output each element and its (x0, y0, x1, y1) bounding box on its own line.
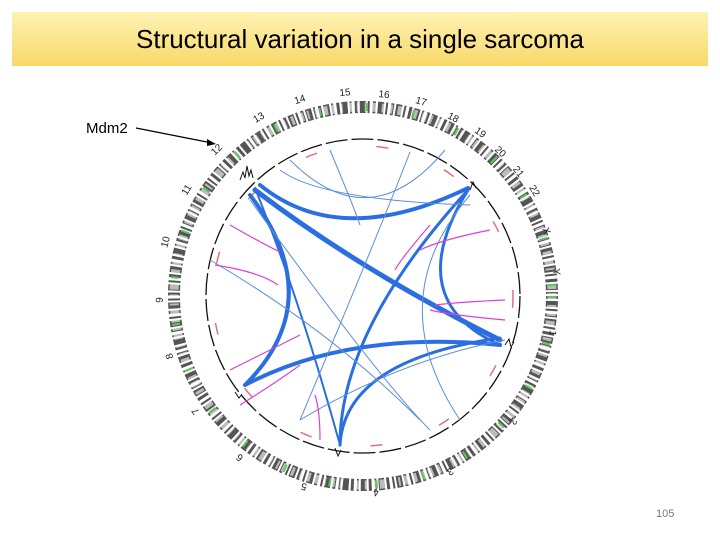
chromosome-label: 7 (190, 405, 202, 416)
peaks (234, 165, 515, 458)
chromosome-label: Y (550, 268, 562, 276)
chromosome-label: 15 (339, 87, 351, 99)
chromosome-label: 18 (445, 111, 460, 126)
inner-track (205, 138, 521, 454)
title-band (12, 12, 708, 66)
chromosome-label: 9 (155, 297, 166, 303)
links-thin (209, 149, 506, 431)
chromosome-label: 14 (293, 93, 307, 107)
chromosome-label: 4 (372, 486, 379, 497)
chromosome-label: 2 (507, 415, 519, 427)
chromosome-label: 13 (251, 110, 267, 125)
arrow-head (207, 139, 216, 146)
chromosome-label: 3 (445, 465, 455, 478)
links-intra (214, 224, 506, 441)
chromosome-label: X (540, 226, 553, 236)
ideogram-ring (168, 101, 558, 491)
chromosome-label: 1 (546, 329, 558, 337)
chromosome-label: 10 (159, 235, 173, 249)
chromosome-label: 22 (526, 183, 541, 199)
chromosome-label: 8 (164, 351, 176, 360)
page-number: 105 (656, 508, 675, 520)
annotation-label: Mdm2 (86, 120, 128, 137)
chromosome-label: 19 (472, 125, 488, 141)
chromosome-label: 16 (378, 89, 391, 101)
annotation-arrow (135, 127, 213, 144)
centromeres (170, 103, 556, 489)
chromosome-label: 11 (180, 182, 195, 197)
slide-title: Structural variation in a single sarcoma (136, 24, 584, 54)
chromosome-label: 5 (299, 480, 308, 492)
chromosome-label: 17 (414, 95, 428, 109)
cnv-track (212, 145, 514, 447)
chromosome-label: 6 (234, 451, 245, 463)
links-thick (243, 183, 503, 447)
